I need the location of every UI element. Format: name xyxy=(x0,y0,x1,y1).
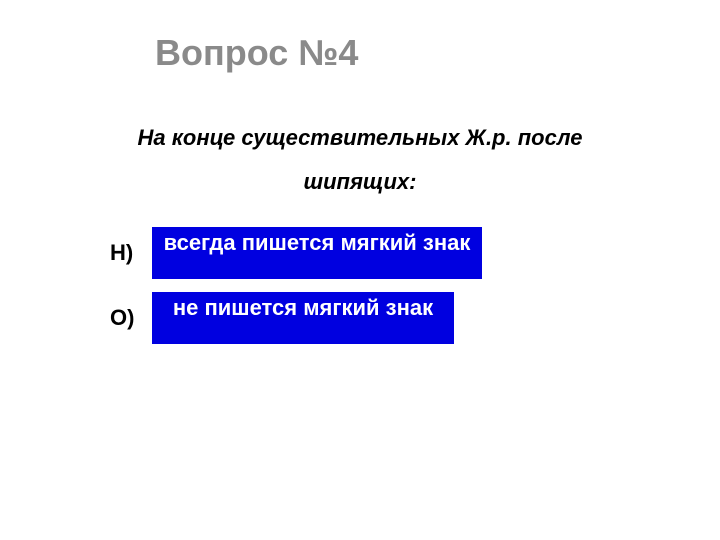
option-letter-o: О) xyxy=(110,305,152,331)
option-text-o: не пишется мягкий знак xyxy=(162,294,444,322)
option-letter-n: Н) xyxy=(110,240,152,266)
question-prompt: На конце существительных Ж.р. после шипя… xyxy=(80,116,640,204)
option-button-o[interactable]: не пишется мягкий знак xyxy=(152,292,454,344)
question-title: Вопрос №4 xyxy=(155,32,358,74)
option-row-n: Н) всегда пишется мягкий знак xyxy=(110,227,482,279)
option-text-n: всегда пишется мягкий знак xyxy=(162,229,472,257)
option-button-n[interactable]: всегда пишется мягкий знак xyxy=(152,227,482,279)
option-row-o: О) не пишется мягкий знак xyxy=(110,292,454,344)
